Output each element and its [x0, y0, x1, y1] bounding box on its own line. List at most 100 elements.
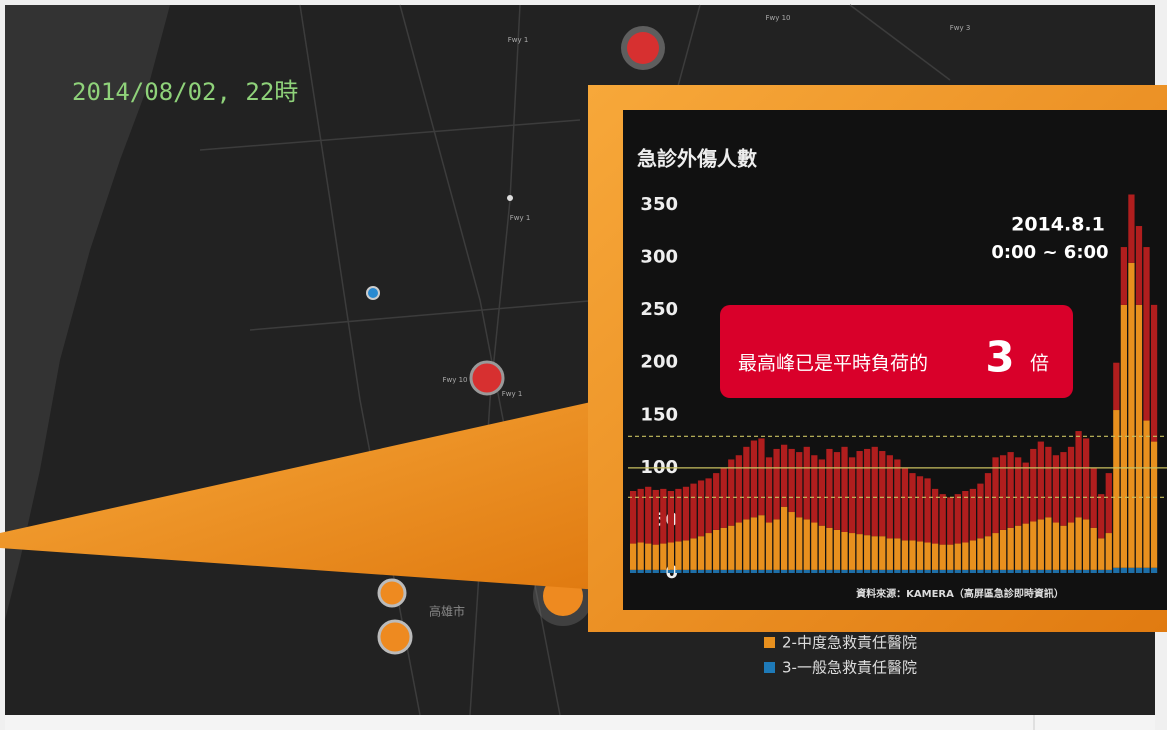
bar-segment: [735, 522, 742, 570]
bar-segment: [1052, 522, 1060, 570]
bar-segment: [743, 569, 750, 573]
bar-segment: [1015, 525, 1022, 570]
bar-segment: [999, 455, 1007, 530]
bar-segment: [1060, 569, 1067, 573]
bar-segment: [909, 473, 916, 541]
bar-segment: [924, 478, 931, 543]
bar-segment: [1128, 194, 1135, 263]
bar-segment: [856, 569, 863, 573]
bar-segment: [1052, 455, 1060, 523]
bar-segment: [1037, 569, 1044, 573]
bar-segment: [735, 569, 742, 573]
bar-segment: [1128, 567, 1135, 573]
bar-segment: [879, 451, 886, 537]
bar-segment: [932, 569, 939, 573]
bar-segment: [1105, 533, 1112, 570]
bar-segment: [705, 533, 712, 570]
bar-segment: [652, 569, 659, 573]
bar-segment: [765, 522, 773, 570]
bar-segment: [1090, 569, 1097, 573]
bar-segment: [803, 569, 810, 573]
bar-segment: [781, 506, 788, 570]
bar-segment: [675, 569, 682, 573]
bar-segment: [660, 569, 667, 573]
map-label: Fwy 1: [502, 390, 523, 398]
callout-text: 最高峰已是平時負荷的: [738, 353, 928, 375]
bar-segment: [690, 483, 697, 539]
annotation: 2014.8.1: [1011, 214, 1105, 236]
bar-segment: [720, 569, 727, 573]
bar-segment: [909, 540, 916, 570]
bar-segment: [720, 527, 727, 570]
bar-segment: [713, 473, 720, 530]
bar-segment: [818, 525, 825, 570]
bar-segment: [705, 569, 712, 573]
bar-segment: [637, 569, 644, 573]
bar-segment: [803, 519, 810, 570]
map-label: Fwy 10: [765, 14, 790, 22]
bar-segment: [682, 486, 690, 541]
callout-number: 3: [985, 333, 1014, 382]
bar-segment: [969, 569, 976, 573]
bar-segment: [796, 569, 803, 573]
bar-segment: [1128, 262, 1135, 568]
bar-segment: [743, 446, 750, 520]
bar-segment: [826, 527, 833, 570]
bar-segment: [984, 473, 992, 537]
timestamp: 2014/08/02, 22時: [72, 78, 298, 106]
bar-segment: [1120, 304, 1127, 568]
bar-segment: [977, 483, 984, 539]
bar-segment: [871, 536, 878, 570]
bar-segment: [750, 440, 758, 518]
bar-segment: [984, 569, 992, 573]
bar-segment: [954, 569, 961, 573]
bar-segment: [1098, 538, 1105, 570]
bar-segment: [841, 531, 848, 570]
bar-segment: [743, 519, 750, 570]
bar-segment: [848, 533, 856, 570]
bar-segment: [848, 457, 856, 534]
bar-segment: [901, 569, 909, 573]
bar-segment: [735, 455, 742, 523]
bar-segment: [984, 536, 992, 570]
inset: 急診外傷人數0501001502002503003502014.8.10:00 …: [0, 85, 1167, 632]
bar-segment: [1098, 494, 1105, 539]
bar-segment: [864, 448, 871, 536]
bar-segment: [750, 569, 758, 573]
bar-segment: [697, 536, 705, 570]
bar-segment: [645, 486, 652, 544]
bar-segment: [916, 569, 924, 573]
map-label: Fwy 3: [950, 24, 971, 32]
bar-segment: [856, 451, 863, 535]
y-tick-label: 200: [640, 352, 678, 373]
bar-segment: [796, 452, 803, 518]
bar-segment: [630, 569, 637, 573]
map-label: Fwy 10: [442, 376, 467, 384]
bar-segment: [848, 569, 856, 573]
bar-segment: [1120, 567, 1127, 573]
bar-segment: [758, 515, 765, 570]
bar-segment: [977, 538, 984, 570]
bar-segment: [1098, 569, 1105, 573]
bar-segment: [947, 569, 954, 573]
bar-segment: [630, 490, 637, 544]
bar-segment: [833, 569, 841, 573]
bar-segment: [826, 448, 833, 528]
bar-segment: [999, 569, 1007, 573]
bar-segment: [1022, 462, 1029, 524]
bar-segment: [690, 569, 697, 573]
bar-segment: [796, 517, 803, 570]
bar-segment: [1007, 452, 1014, 528]
bar-segment: [765, 569, 773, 573]
bar-segment: [939, 494, 946, 545]
bar-segment: [1143, 247, 1150, 421]
chart-title: 急診外傷人數: [637, 147, 757, 171]
bar-segment: [758, 569, 765, 573]
bar-segment: [954, 494, 961, 544]
bar-segment: [788, 569, 795, 573]
bar-segment: [871, 569, 878, 573]
bar-segment: [1052, 569, 1060, 573]
map-label: 高雄市: [429, 604, 465, 619]
bar-segment: [954, 543, 961, 570]
bar-segment: [841, 569, 848, 573]
